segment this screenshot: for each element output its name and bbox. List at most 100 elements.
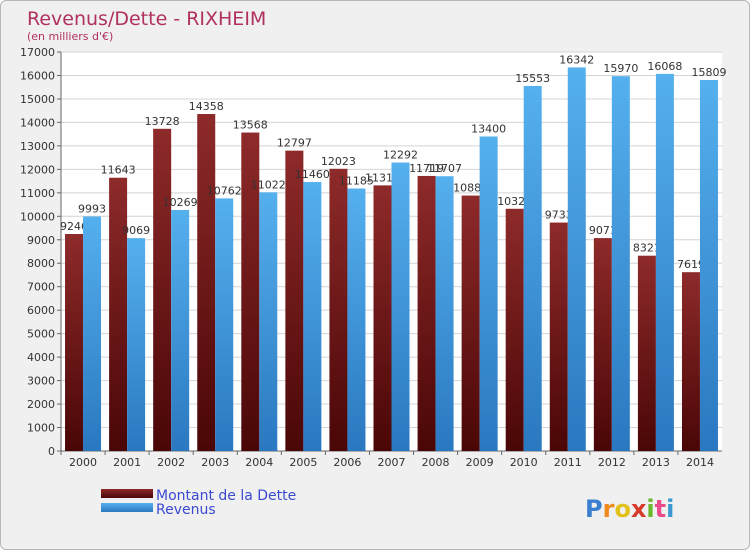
x-tick-label: 2011: [554, 456, 582, 469]
x-tick-label: 2001: [113, 456, 141, 469]
y-tick-label: 3000: [27, 375, 55, 388]
bar-revenue: [259, 192, 278, 451]
bar-debt: [109, 177, 128, 451]
data-label-revenue: 13400: [471, 122, 506, 135]
chart-subtitle: (en milliers d'€): [27, 30, 113, 43]
y-tick-label: 17000: [20, 46, 55, 59]
y-tick-label: 13000: [20, 140, 55, 153]
data-label-revenue: 11022: [251, 178, 286, 191]
data-label-revenue: 11185: [339, 174, 374, 187]
bar-revenue: [567, 67, 586, 451]
bar-revenue: [347, 188, 366, 451]
y-tick-label: 10000: [20, 210, 55, 223]
bar-debt: [373, 185, 392, 451]
data-label-debt: 9246: [60, 220, 88, 233]
bar-revenue: [215, 198, 234, 451]
y-tick-label: 8000: [27, 257, 55, 270]
bar-revenue: [699, 79, 718, 452]
data-label-debt: 9071: [589, 224, 617, 237]
data-label-debt: 7619: [677, 258, 705, 271]
logo-letter: i: [666, 495, 674, 523]
data-label-debt: 9733: [545, 209, 573, 222]
bar-revenue: [435, 176, 454, 451]
data-label-debt: 11719: [409, 162, 444, 175]
data-label-debt: 13568: [233, 119, 268, 132]
x-tick-label: 2012: [598, 456, 626, 469]
x-tick-label: 2005: [289, 456, 317, 469]
y-tick-label: 0: [48, 445, 55, 458]
bar-debt: [65, 233, 84, 451]
logo-letter: P: [585, 495, 603, 523]
bar-debt: [549, 222, 568, 451]
y-tick-label: 6000: [27, 304, 55, 317]
y-tick-label: 11000: [20, 187, 55, 200]
bar-debt: [153, 128, 172, 451]
x-tick-label: 2014: [686, 456, 714, 469]
data-label-revenue: 10762: [207, 184, 242, 197]
bar-revenue: [127, 238, 146, 451]
data-label-revenue: 10269: [163, 196, 198, 209]
bar-debt: [505, 208, 524, 451]
legend-swatch-revenue: [101, 503, 153, 512]
data-label-revenue: 11707: [427, 162, 462, 175]
x-tick-label: 2008: [422, 456, 450, 469]
legend-label-revenue: Revenus: [156, 502, 216, 518]
logo-letter: o: [614, 495, 631, 523]
bar-debt: [637, 255, 656, 451]
x-tick-label: 2010: [510, 456, 538, 469]
y-tick-label: 9000: [27, 234, 55, 247]
data-label-debt: 12023: [321, 155, 356, 168]
bar-revenue: [611, 76, 630, 451]
y-tick-label: 15000: [20, 93, 55, 106]
data-label-debt: 12797: [277, 137, 312, 150]
logo-letter: r: [603, 495, 615, 523]
bar-debt: [241, 132, 260, 451]
y-tick-label: 14000: [20, 116, 55, 129]
proxiti-logo: Proxiti: [585, 495, 674, 523]
bar-debt: [681, 272, 700, 451]
bar-revenue: [655, 73, 674, 452]
bar-revenue: [83, 216, 102, 451]
logo-letter: t: [655, 495, 666, 523]
y-tick-label: 16000: [20, 69, 55, 82]
data-label-revenue: 12292: [383, 148, 418, 161]
y-tick-label: 1000: [27, 422, 55, 435]
data-label-revenue: 15970: [603, 62, 638, 75]
data-label-revenue: 11460: [295, 168, 330, 181]
y-tick-label: 12000: [20, 163, 55, 176]
x-tick-label: 2000: [69, 456, 97, 469]
data-label-debt: 8321: [633, 242, 661, 255]
y-tick-label: 7000: [27, 281, 55, 294]
data-label-revenue: 9069: [122, 224, 150, 237]
legend-label-debt: Montant de la Dette: [156, 488, 296, 504]
legend: Montant de la Dette Revenus: [101, 488, 296, 518]
y-tick-label: 4000: [27, 351, 55, 364]
data-label-debt: 11643: [101, 164, 136, 177]
data-label-revenue: 16342: [559, 53, 594, 66]
data-label-debt: 13728: [145, 115, 180, 128]
bar-debt: [329, 168, 348, 451]
logo-letter: x: [631, 495, 647, 523]
bar-revenue: [391, 162, 410, 452]
bars: 9246 9993 11643 9069 13728 10269 14358 10762 135…: [60, 53, 726, 452]
bar-debt: [593, 238, 612, 451]
bar-revenue: [303, 182, 322, 452]
y-tick-label: 5000: [27, 328, 55, 341]
data-label-revenue: 9993: [78, 202, 106, 215]
data-label-debt: 14358: [189, 100, 224, 113]
x-tick-label: 2007: [378, 456, 406, 469]
bar-revenue: [523, 85, 542, 451]
data-label-debt: 10320: [497, 195, 532, 208]
x-tick-label: 2003: [201, 456, 229, 469]
y-tick-label: 2000: [27, 398, 55, 411]
logo-letter: i: [646, 495, 654, 523]
data-label-debt: 10883: [453, 182, 488, 195]
x-tick-label: 2004: [245, 456, 273, 469]
logo-text: Proxiti: [585, 495, 674, 523]
bar-debt: [285, 150, 304, 451]
data-label-debt: 11317: [365, 171, 400, 184]
bar-revenue: [171, 209, 190, 451]
bar-debt: [417, 175, 436, 451]
